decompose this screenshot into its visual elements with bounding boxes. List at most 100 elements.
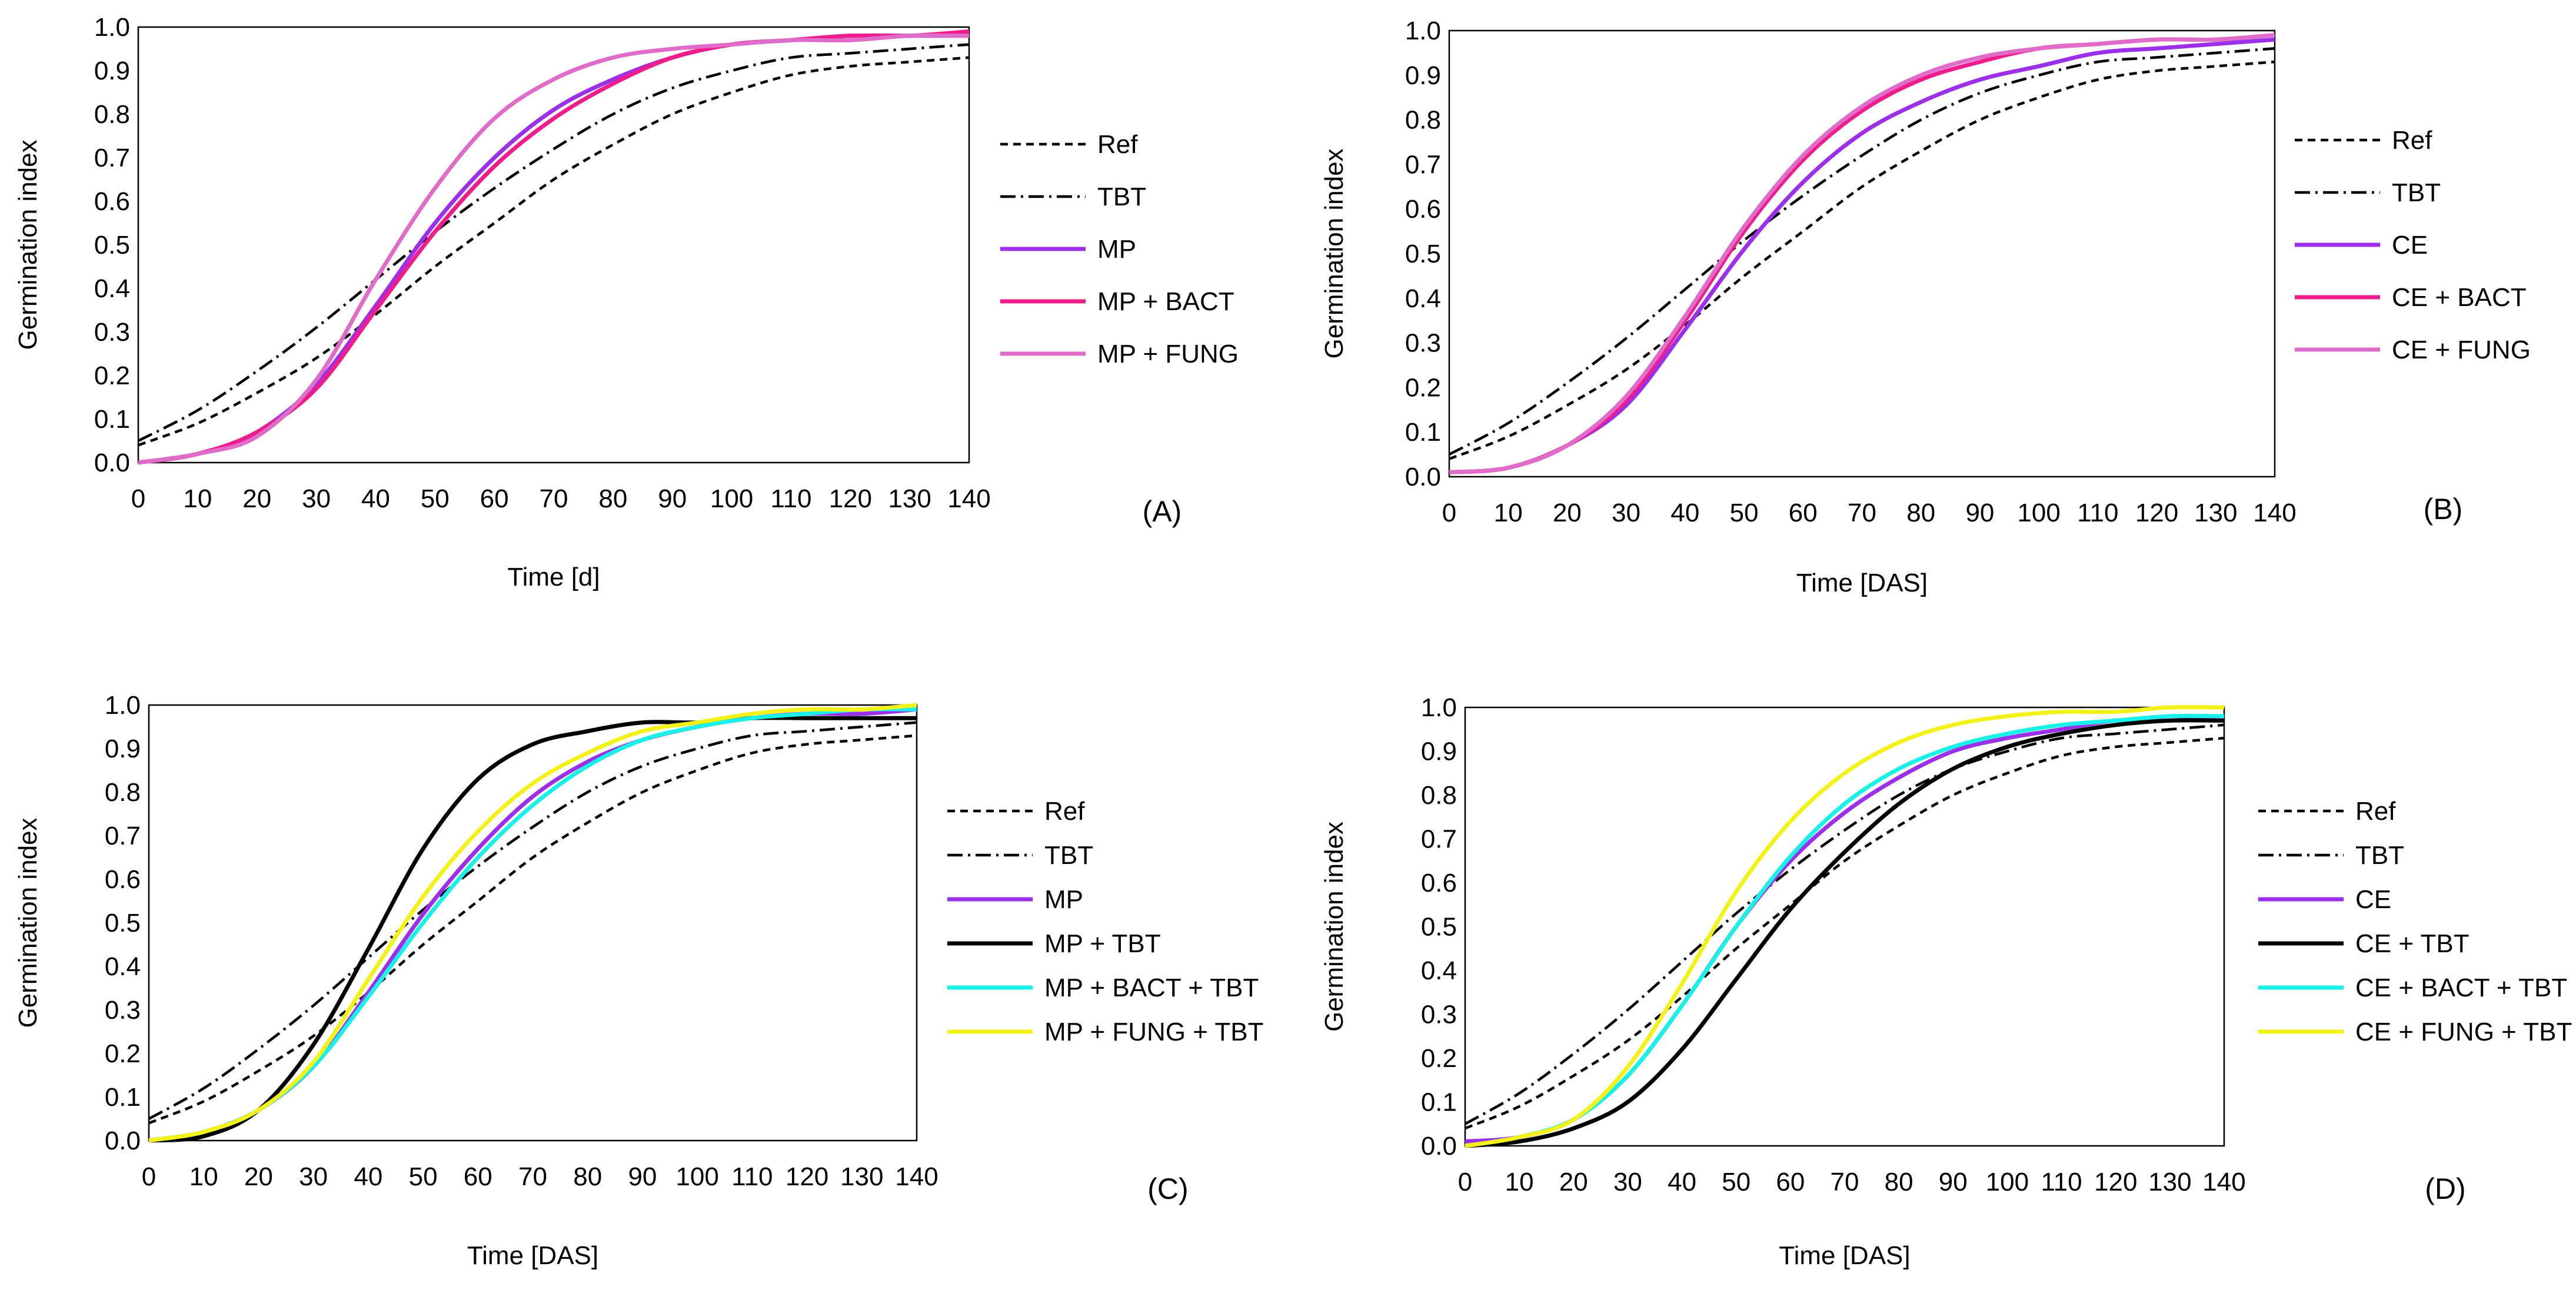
y-tick-label: 0.3 (1421, 1000, 1457, 1029)
series-lines (137, 29, 970, 465)
legend-label: Ref (2355, 797, 2396, 826)
series-line-ref (1449, 60, 2275, 460)
y-tick-label: 0.0 (105, 1126, 141, 1155)
series-line-mp-fung (138, 33, 970, 465)
y-tick-label: 0.5 (105, 909, 141, 938)
legend-label: MP + BACT (1097, 287, 1234, 316)
y-tick-label: 0.6 (1421, 869, 1457, 898)
y-tick-label: 0.2 (1405, 373, 1441, 402)
y-tick-label: 0.1 (1421, 1088, 1457, 1117)
y-tick-label: 0.8 (94, 100, 130, 129)
x-tick-label: 120 (2135, 498, 2178, 527)
chart-panel-a: 0.0 0.1 0.2 0.3 0.4 0.5 0.6 0.7 0.8 0.9 1.0 0 10 20 30… (0, 0, 1265, 636)
x-tick-label: 40 (1668, 1168, 1696, 1196)
x-tick-label: 90 (658, 484, 687, 513)
x-tick-label: 130 (888, 484, 931, 513)
legend-label: CE + TBT (2355, 929, 2470, 958)
plot-area-frame (1464, 706, 2225, 1147)
legend-label: MP (1044, 885, 1083, 914)
series-line-ce-tbt (1465, 718, 2225, 1148)
y-tick-label: 0.4 (1421, 956, 1457, 985)
x-tick-label: 20 (244, 1162, 273, 1191)
series-line-ce-bact-tbt (1465, 713, 2225, 1148)
plot-area-frame (137, 26, 970, 464)
x-tick-label: 20 (1553, 498, 1582, 527)
x-tick-label: 110 (2041, 1168, 2082, 1196)
x-tick-label: 40 (354, 1162, 382, 1191)
chart-panel-b: 0.0 0.1 0.2 0.3 0.4 0.5 0.6 0.7 0.8 0.9 1.0 0 10 20 30… (1306, 0, 2571, 636)
x-tick-label: 10 (183, 484, 212, 513)
x-tick-label: 60 (480, 484, 509, 513)
y-tick-label: 1.0 (1421, 693, 1457, 722)
legend: Ref TBT MP MP + BACT MP + FUNG (1000, 130, 1239, 368)
x-tick-label: 80 (598, 484, 627, 513)
series-line-ce-bact (1449, 33, 2275, 474)
legend-label: Ref (1097, 130, 1138, 159)
x-tick-label: 30 (302, 484, 331, 513)
y-tick-label: 0.1 (1405, 418, 1441, 447)
x-tick-label: 90 (1939, 1168, 1968, 1196)
series-line-tbt (1464, 723, 2225, 1125)
x-tick-label: 130 (840, 1162, 883, 1191)
x-tick-label: 100 (675, 1162, 718, 1191)
y-tick-label: 0.7 (1421, 825, 1457, 854)
legend-label: CE + BACT (2392, 283, 2527, 312)
x-tick-label: 90 (628, 1162, 657, 1191)
x-tick-label: 50 (409, 1162, 438, 1191)
y-tick-label: 0.2 (94, 361, 130, 390)
x-tick-label: 140 (947, 484, 990, 513)
x-tick-label: 140 (895, 1162, 938, 1191)
x-tick-label: 20 (242, 484, 271, 513)
y-tick-label: 0.3 (94, 318, 130, 347)
chart-svg: 0.0 0.1 0.2 0.3 0.4 0.5 0.6 0.7 0.8 0.9 1.0 0 10 20 30… (14, 691, 1263, 1270)
legend-label: TBT (1044, 841, 1093, 870)
x-axis-title: Time [d] (507, 563, 600, 591)
y-tick-label: 0.9 (94, 56, 130, 85)
x-tick-label: 120 (786, 1162, 828, 1191)
x-axis-title: Time [DAS] (1796, 569, 1928, 597)
x-tick-label: 70 (540, 484, 568, 513)
plot-area-frame (148, 704, 918, 1142)
x-tick-label: 80 (573, 1162, 602, 1191)
x-tick-label: 70 (1831, 1168, 1859, 1196)
series-line-mp-fung-tbt (148, 703, 917, 1143)
y-tick-label: 0.1 (94, 405, 130, 434)
legend-label: CE + FUNG + TBT (2355, 1018, 2572, 1046)
series-line-tbt (137, 43, 970, 443)
x-tick-label: 130 (2194, 498, 2237, 527)
legend-label: TBT (2392, 178, 2441, 207)
y-tick-label: 1.0 (105, 691, 141, 720)
series-line-ce-fung-tbt (1465, 704, 2225, 1148)
panel-label: (D) (2425, 1172, 2465, 1205)
x-tick-label: 60 (1789, 498, 1818, 527)
y-axis-title: Germination index (1320, 822, 1349, 1032)
x-tick-label: 100 (2017, 498, 2060, 527)
series-lines (1464, 704, 2225, 1148)
legend: Ref TBT CE CE + BACT CE + FUNG (2295, 126, 2531, 364)
y-tick-label: 0.0 (94, 448, 130, 477)
y-tick-label: 1.0 (94, 13, 130, 42)
legend: Ref TBT MP MP + TBT MP + BACT + TBT MP + FUNG… (947, 797, 1263, 1046)
series-lines (148, 703, 917, 1143)
x-tick-label: 40 (1670, 498, 1699, 527)
y-tick-label: 0.8 (105, 778, 141, 807)
x-tick-label: 0 (142, 1162, 156, 1191)
x-tick-label: 20 (1559, 1168, 1588, 1196)
x-tick-label: 0 (131, 484, 145, 513)
y-tick-label: 1.0 (1405, 16, 1441, 45)
panel-label: (B) (2424, 493, 2463, 526)
x-tick-label: 140 (2202, 1168, 2245, 1196)
x-tick-label: 60 (1776, 1168, 1805, 1196)
x-tick-label: 0 (1458, 1168, 1472, 1196)
x-tick-label: 0 (1442, 498, 1456, 527)
y-tick-label: 0.5 (1421, 913, 1457, 942)
x-tick-label: 110 (731, 1162, 773, 1191)
y-tick-label: 0.4 (1405, 284, 1441, 313)
chart-svg: 0.0 0.1 0.2 0.3 0.4 0.5 0.6 0.7 0.8 0.9 1.0 0 10 20 30… (1320, 16, 2531, 597)
series-line-tbt (148, 721, 917, 1120)
series-line-ref (148, 734, 917, 1125)
x-tick-label: 80 (1885, 1168, 1913, 1196)
panel-label: (A) (1143, 495, 1182, 528)
x-tick-label: 110 (2077, 498, 2118, 527)
